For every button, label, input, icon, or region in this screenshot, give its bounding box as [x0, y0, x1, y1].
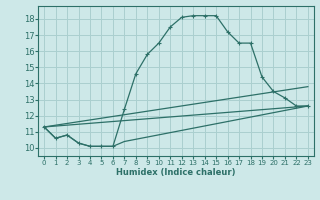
X-axis label: Humidex (Indice chaleur): Humidex (Indice chaleur) [116, 168, 236, 177]
